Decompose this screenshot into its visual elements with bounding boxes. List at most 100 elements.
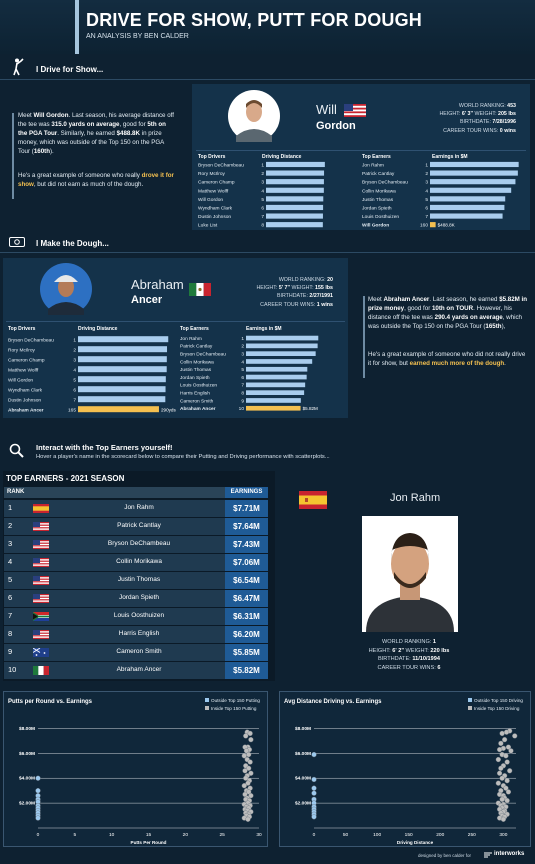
row-player-name[interactable]: Jordan Spieth [118, 594, 160, 601]
scatter-point[interactable] [496, 746, 503, 753]
bar-mark [266, 204, 324, 211]
scatter-point[interactable] [35, 815, 41, 821]
bar-mark [78, 396, 166, 403]
bar-mark [430, 179, 516, 185]
driving-scatter-panel [279, 691, 531, 847]
scatter-point[interactable] [311, 814, 317, 820]
row-player-name[interactable]: Abraham Ancer [116, 666, 162, 673]
gordon-driving-distance-chart-svg: Bryson DeChambeau 1 Rory McIlroy 2 Cameron C… [198, 161, 325, 229]
scatter-point[interactable] [247, 759, 253, 765]
bar-rank-label: 6 [425, 205, 428, 211]
scatter-point[interactable] [508, 748, 514, 754]
scatter-point[interactable] [248, 793, 254, 799]
scatter-point[interactable] [498, 740, 504, 746]
bar-mark [246, 382, 306, 388]
bar-rank-label: 8 [241, 390, 244, 396]
scatter-point[interactable] [503, 785, 509, 791]
scatter-point[interactable] [241, 753, 247, 759]
x-tick-label: 25 [219, 832, 225, 838]
scatter-point[interactable] [243, 775, 249, 781]
scatter-point[interactable] [246, 751, 252, 758]
southafrica-flag-icon [33, 612, 49, 621]
earners-table-row[interactable]: 9 Cameron Smith $5.85M [4, 644, 268, 661]
row-player-name[interactable]: Harris English [118, 630, 160, 637]
scatter-point[interactable] [507, 768, 513, 774]
ancer-headshot [40, 263, 92, 315]
scatter-point[interactable] [503, 753, 509, 759]
story-paragraph-gordon-1: Meet Will Gordon. Last season, his avera… [18, 112, 174, 155]
scatter-point[interactable] [504, 798, 510, 804]
earners-table-row[interactable]: 5 Justin Thomas $6.54M [4, 572, 268, 589]
row-player-name[interactable]: Jon Rahm [124, 504, 154, 511]
scatter-point[interactable] [248, 737, 254, 743]
scatter-point[interactable] [498, 765, 504, 771]
earners-table-row[interactable]: 8 Harris English $6.20M [4, 626, 268, 643]
earners-table-row[interactable]: 4 Collin Morikawa $7.06M [4, 554, 268, 571]
earners-table-row[interactable]: 6 Jordan Spieth $6.47M [4, 590, 268, 607]
bar-category-label: Jordan Spieth [362, 205, 392, 211]
footer-credit: designed by ben calder for [418, 853, 472, 858]
scatter-point[interactable] [245, 780, 251, 786]
row-flag [33, 558, 49, 567]
scatter-point[interactable] [241, 783, 247, 789]
row-player-name[interactable]: Patrick Cantlay [117, 522, 161, 529]
row-player-name[interactable]: Louis Oosthuizen [113, 612, 165, 619]
row-player-name[interactable]: Justin Thomas [117, 576, 161, 583]
scatter-point[interactable] [504, 759, 510, 765]
scatter-point[interactable] [499, 796, 505, 802]
scatter-point[interactable] [499, 730, 505, 737]
scatter-point[interactable] [311, 776, 317, 783]
legend-entry: Outside Top 150 Driving [474, 698, 523, 703]
ancer-drivers-header: Top Drivers [8, 326, 36, 332]
scatter-point[interactable] [245, 816, 251, 822]
scatter-point[interactable] [496, 770, 503, 776]
bar-mark [246, 398, 301, 403]
scatter-point[interactable] [311, 785, 317, 791]
bar-rank-label: 165 [68, 408, 76, 414]
scatter-point[interactable] [502, 737, 508, 743]
scatter-point[interactable] [248, 770, 254, 776]
scatter-point[interactable] [243, 733, 249, 739]
scatter-point[interactable] [242, 768, 248, 774]
earners-table-row[interactable]: 7 Louis Oosthuizen $6.31M [4, 608, 268, 625]
x-tick-label: 15 [146, 832, 152, 838]
bar-category-label: Jon Rahm [180, 336, 202, 342]
scatter-point[interactable] [247, 730, 253, 737]
scatter-point[interactable] [35, 788, 41, 794]
bar-mark [246, 405, 301, 411]
earners-table-row[interactable]: 1 Jon Rahm $7.71M [4, 500, 268, 517]
y-tick-label: $8.00M [295, 726, 311, 732]
scatter-point[interactable] [246, 765, 252, 771]
scatter-point[interactable] [500, 816, 506, 822]
scatter-point[interactable] [311, 790, 317, 796]
scatter-point[interactable] [503, 729, 510, 735]
scatter-point[interactable] [512, 733, 518, 739]
scatter-point[interactable] [311, 751, 317, 758]
earners-table-row[interactable]: 2 Patrick Cantlay $7.64M [4, 518, 268, 535]
bar-mark [266, 187, 324, 193]
scatter-point[interactable] [495, 780, 501, 786]
legend-entry: Inside Top 150 Putting [211, 706, 257, 711]
bar-rank-label: 6 [73, 388, 76, 394]
bar-rank-label: 3 [241, 351, 244, 357]
scatter-point[interactable] [505, 744, 512, 750]
row-player-name[interactable]: Collin Morikawa [116, 558, 162, 565]
bar-rank-label: 7 [261, 214, 264, 220]
row-player-name[interactable]: Bryson DeChambeau [107, 540, 171, 547]
interact-title: Interact with the Top Earners yourself! [36, 443, 173, 452]
earners-table-row[interactable]: 3 Bryson DeChambeau $7.43M [4, 536, 268, 553]
y-tick-label: $4.00M [295, 776, 311, 782]
row-earnings: $5.82M [225, 662, 268, 679]
x-tick-label: 20 [183, 832, 189, 838]
row-earnings: $6.47M [225, 590, 268, 607]
x-tick-label: 0 [37, 832, 40, 838]
row-player-name[interactable]: Cameron Smith [116, 648, 162, 655]
scatter-point[interactable] [499, 775, 505, 781]
earners-table-row[interactable]: 10 Abraham Ancer $5.82M [4, 662, 268, 679]
scatter-point[interactable] [504, 778, 510, 784]
bar-category-label: Louis Oosthuizen [362, 214, 399, 220]
scatter-point[interactable] [35, 775, 41, 781]
scatter-point[interactable] [505, 789, 512, 795]
header-banner [0, 0, 535, 54]
scatter-point[interactable] [495, 756, 501, 763]
